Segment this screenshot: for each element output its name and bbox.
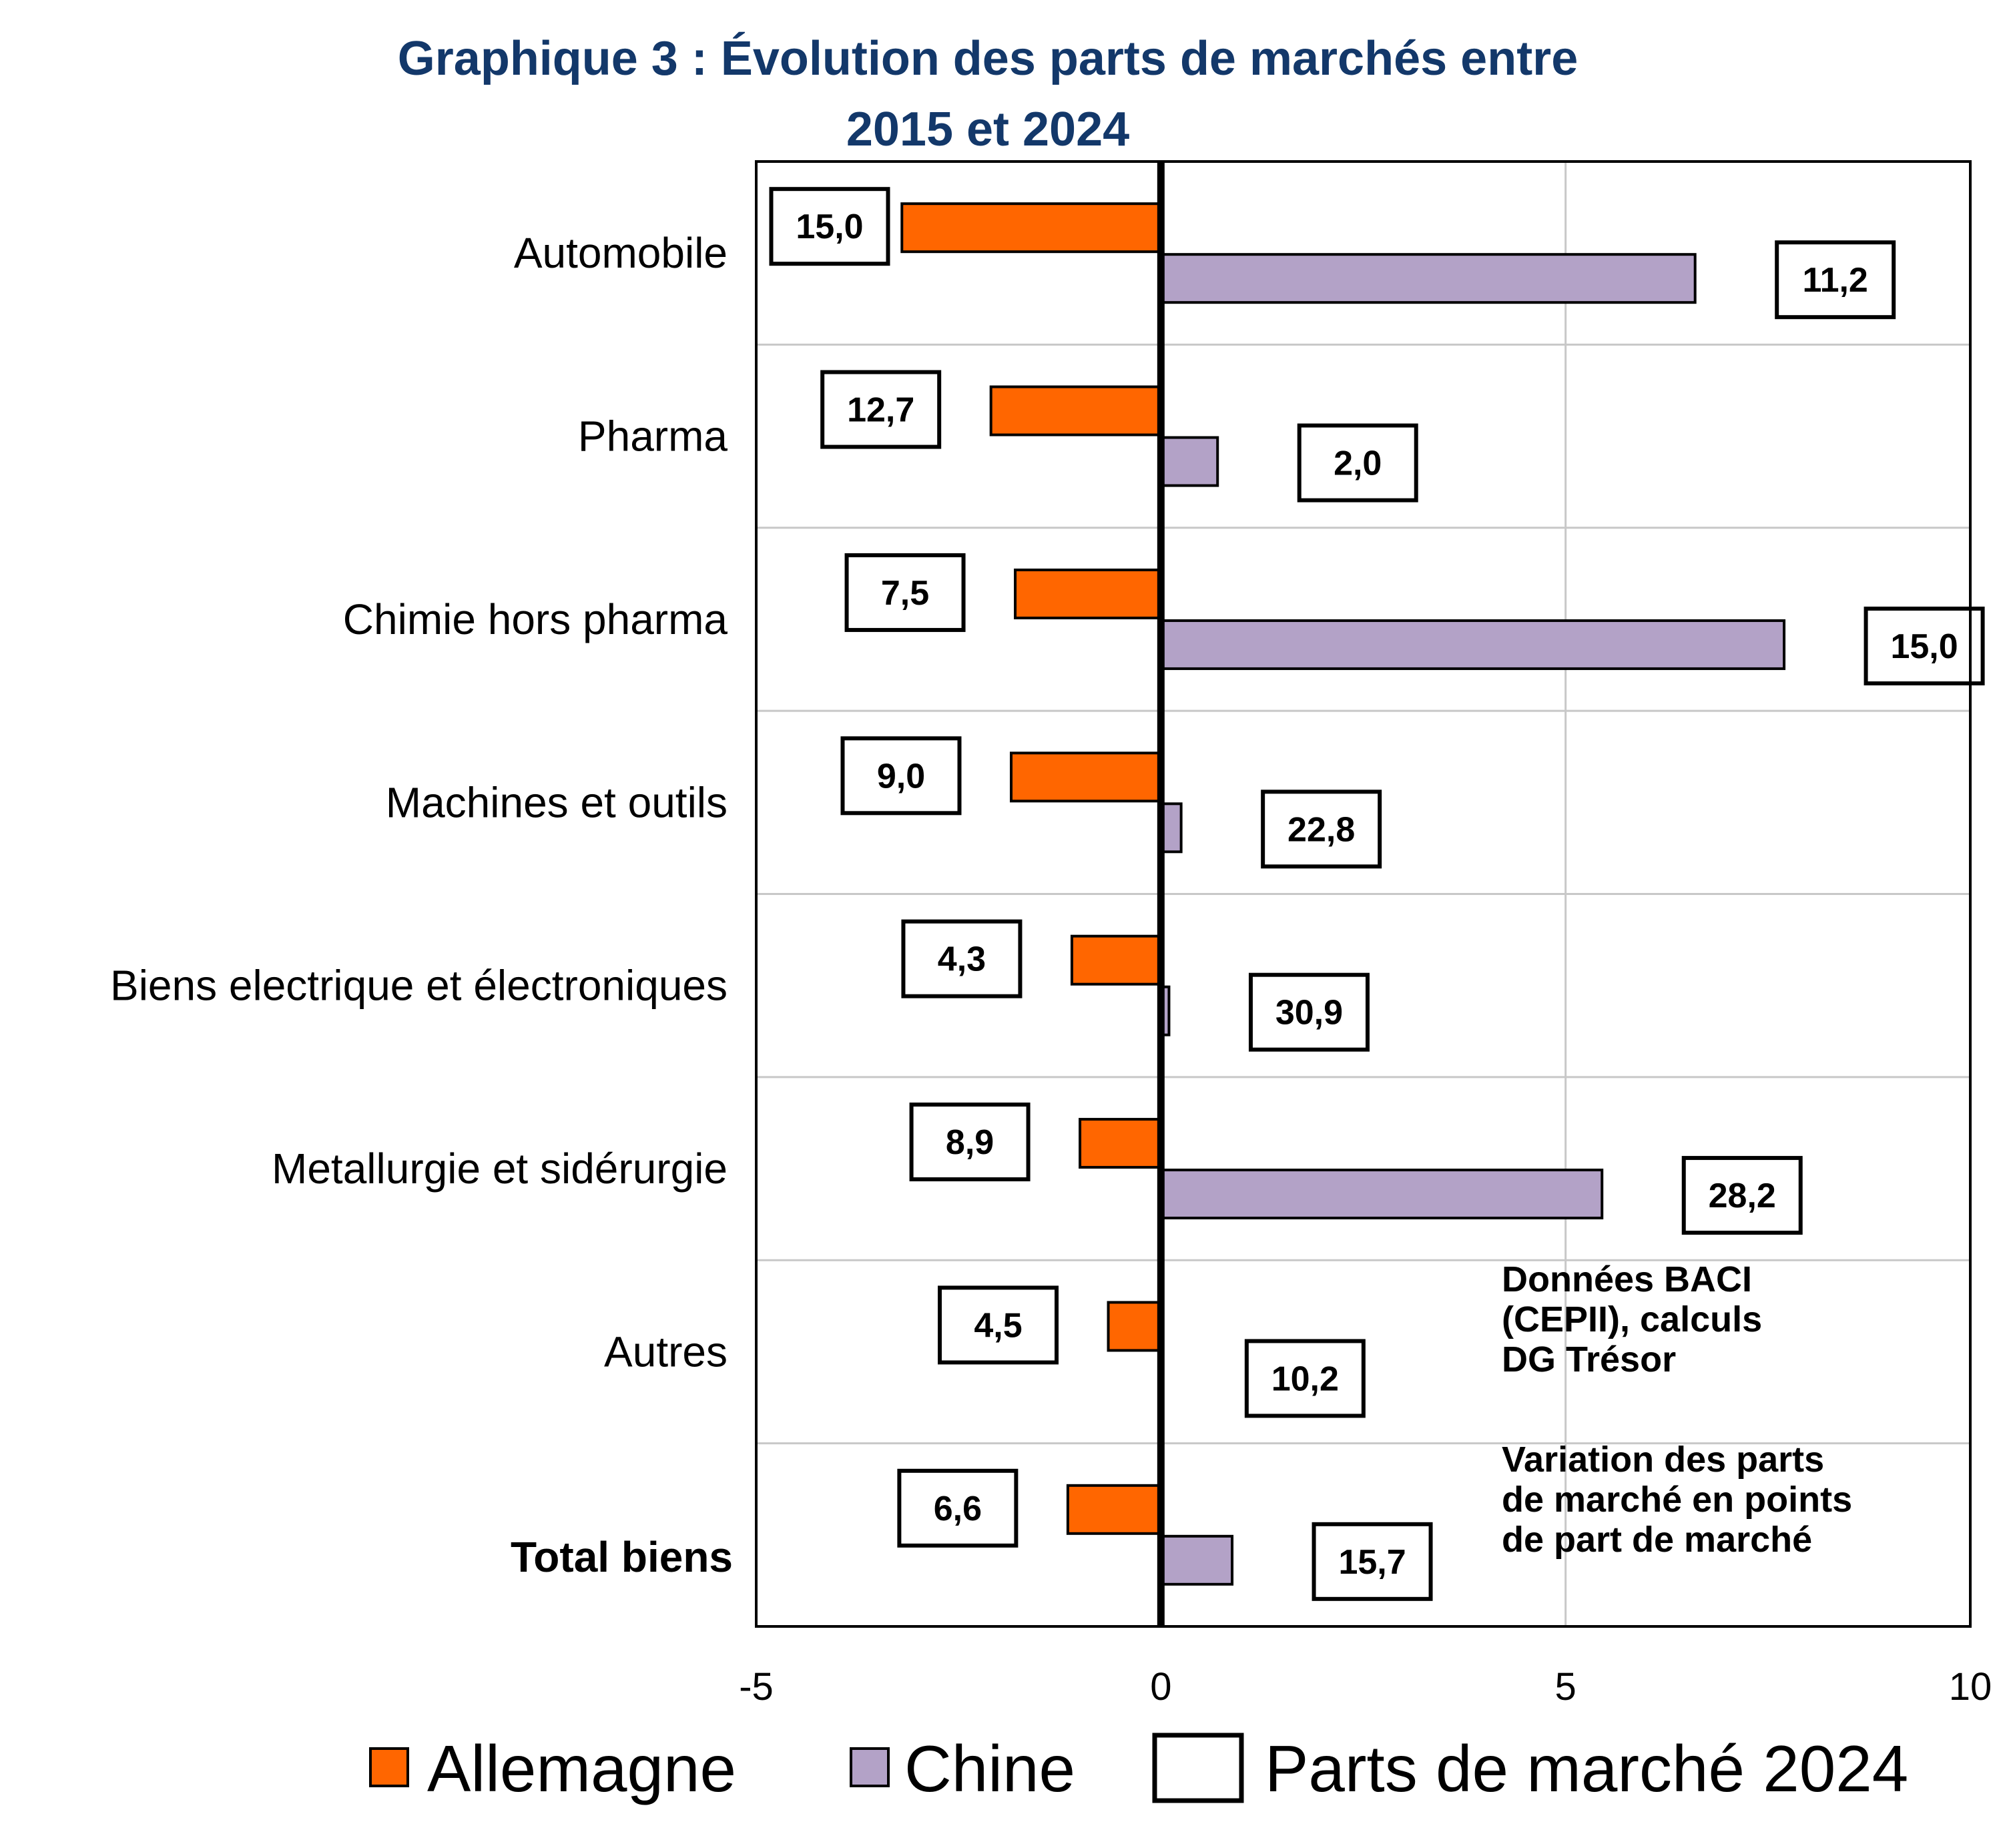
bar-allemagne	[1107, 1301, 1163, 1352]
market-share-label-chine-box	[1775, 240, 1896, 320]
legend-swatch-market-share	[1152, 1733, 1244, 1803]
market-share-label-chine-box	[1244, 1339, 1366, 1418]
x-tick-label: 0	[1150, 1665, 1171, 1709]
market-share-label-chine-box	[1863, 606, 1985, 685]
bar-allemagne	[1079, 1118, 1163, 1169]
market-share-label-allemagne: 7,5	[881, 574, 929, 613]
category-label: Chimie hors pharma	[343, 595, 728, 643]
market-share-label-chine: 11,2	[1803, 261, 1868, 300]
x-tick-label: 5	[1555, 1665, 1576, 1709]
market-share-label-chine-box	[1312, 1522, 1433, 1601]
bar-chine	[1159, 436, 1219, 487]
market-share-label-allemagne: 4,3	[938, 940, 986, 979]
market-share-label-chine-box	[1261, 790, 1382, 869]
plot-border	[755, 160, 1972, 1628]
x-tick-label: -5	[739, 1665, 774, 1709]
category-label: Machines et outils	[386, 778, 728, 826]
legend-label-market-share: Parts de marché 2024	[1265, 1732, 1908, 1805]
category-label: Total biens	[511, 1533, 733, 1581]
legend-label-allemagne: Allemagne	[427, 1732, 736, 1805]
bar-allemagne	[1070, 934, 1163, 986]
market-share-label-chine: 10,2	[1271, 1359, 1339, 1398]
chart-title-line-1: Graphique 3 : Évolution des parts de mar…	[398, 32, 1578, 85]
annotation-text: Variation des parts	[1502, 1440, 1824, 1480]
market-share-label-allemagne-box	[769, 187, 890, 266]
bar-allemagne	[1014, 568, 1163, 619]
annotation-text: de marché en points	[1502, 1480, 1852, 1520]
legend-label-chine: Chine	[904, 1732, 1075, 1805]
chart-title: Graphique 3 : Évolution des parts de mar…	[398, 32, 1578, 156]
bar-chine	[1159, 1169, 1604, 1220]
x-tick-label: 10	[1949, 1665, 1992, 1709]
market-share-label-allemagne: 12,7	[847, 391, 914, 430]
bar-allemagne	[989, 385, 1163, 436]
market-share-label-chine-box	[1248, 972, 1370, 1052]
market-share-label-allemagne: 9,0	[877, 757, 925, 796]
annotation-text: DG Trésor	[1502, 1339, 1676, 1379]
market-share-label-chine: 15,7	[1338, 1543, 1406, 1582]
market-share-label-allemagne-box	[909, 1103, 1031, 1182]
market-share-label-chine: 22,8	[1287, 810, 1355, 849]
category-label: Metallurgie et sidérurgie	[272, 1145, 728, 1193]
market-share-label-allemagne-box	[844, 553, 966, 632]
bar-chine	[1159, 619, 1786, 670]
market-share-label-chine: 15,0	[1890, 627, 1958, 666]
market-share-label-chine: 2,0	[1334, 444, 1382, 483]
market-share-label-allemagne: 8,9	[946, 1123, 994, 1162]
market-share-label-chine: 28,2	[1709, 1177, 1776, 1215]
annotation-text: Données BACI	[1502, 1259, 1752, 1299]
plot-area: Automobile 15,0 11,2 Pharma 12,7 2,0 Chimie ho…	[110, 160, 1992, 1709]
market-share-label-allemagne: 15,0	[796, 208, 863, 246]
bar-chine	[1159, 253, 1697, 304]
bar-chine	[1159, 1534, 1234, 1586]
legend-swatch-allemagne	[369, 1747, 409, 1787]
market-share-label-allemagne-box	[840, 736, 962, 816]
category-label: Pharma	[578, 412, 728, 460]
market-share-label-allemagne-box	[901, 919, 1023, 998]
category-label: Biens electrique et électroniques	[110, 962, 728, 1010]
annotation-text: de part de marché	[1502, 1520, 1812, 1560]
market-share-label-allemagne-box	[897, 1468, 1019, 1548]
legend: Allemagne Chine Parts de marché 2024	[369, 1732, 1908, 1805]
market-share-label-allemagne-box	[820, 370, 942, 449]
bar-allemagne	[1066, 1484, 1163, 1535]
category-label: Automobile	[514, 229, 728, 277]
market-share-label-allemagne: 4,5	[974, 1306, 1022, 1345]
category-label: Autres	[604, 1327, 728, 1375]
bar-allemagne	[900, 202, 1163, 254]
annotation-text: (CEPII), calculs	[1502, 1299, 1762, 1339]
market-share-label-chine: 30,9	[1275, 994, 1343, 1032]
bar-allemagne	[1009, 751, 1163, 803]
chart-title-line-2: 2015 et 2024	[846, 103, 1129, 156]
market-share-label-chine-box	[1681, 1156, 1803, 1235]
market-share-label-allemagne: 6,6	[934, 1490, 982, 1528]
legend-swatch-chine	[850, 1747, 890, 1787]
market-share-label-allemagne-box	[938, 1285, 1059, 1365]
market-share-label-chine-box	[1297, 423, 1418, 503]
